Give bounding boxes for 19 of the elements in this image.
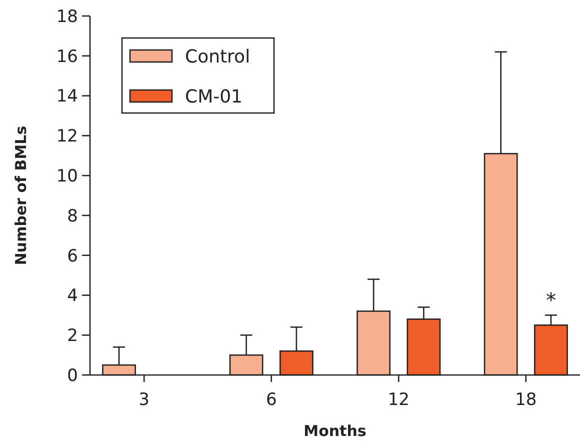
y-tick-label: 12: [56, 126, 78, 147]
annotation: *: [546, 288, 556, 312]
y-tick-label: 0: [67, 366, 78, 386]
x-tick-label: 6: [266, 390, 277, 410]
y-tick-label: 14: [56, 86, 78, 107]
y-tick-label: 2: [67, 326, 78, 346]
legend-label: CM-01: [185, 86, 242, 108]
y-tick-label: 16: [56, 46, 78, 67]
x-tick-label: 3: [138, 390, 150, 410]
y-tick-label: 8: [67, 206, 78, 226]
y-tick-label: 18: [56, 6, 78, 27]
y-axis-title: Number of BMLs: [12, 126, 30, 266]
legend-label: Control: [185, 46, 250, 68]
x-tick-label: 18: [515, 390, 537, 410]
x-axis-title: Months: [304, 422, 366, 440]
y-tick-label: 6: [67, 246, 78, 266]
x-tick-label: 12: [388, 390, 410, 410]
y-tick-label: 4: [67, 286, 78, 306]
y-tick-label: 10: [56, 166, 78, 187]
